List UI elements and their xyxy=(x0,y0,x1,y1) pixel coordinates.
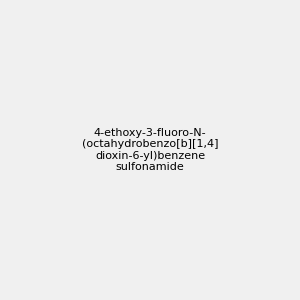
Text: 4-ethoxy-3-fluoro-N-
(octahydrobenzo[b][1,4]
dioxin-6-yl)benzene
sulfonamide: 4-ethoxy-3-fluoro-N- (octahydrobenzo[b][… xyxy=(82,128,218,172)
